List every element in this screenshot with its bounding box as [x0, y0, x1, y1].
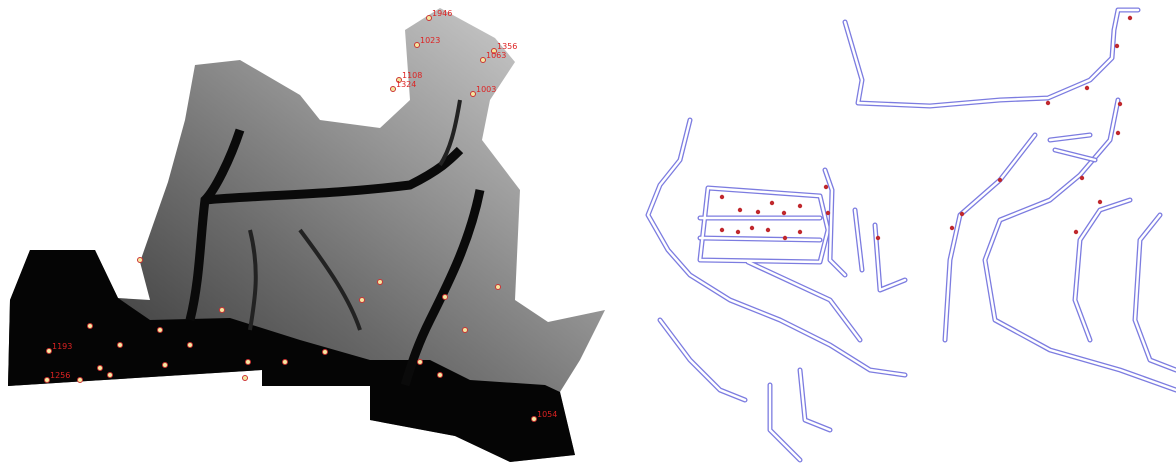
- site-dot: [750, 226, 754, 230]
- station-marker: [283, 360, 288, 365]
- site-dot: [1128, 16, 1132, 20]
- station-marker: [246, 360, 251, 365]
- station-marker: [323, 350, 328, 355]
- station-marker: [118, 343, 123, 348]
- station-marker: [158, 328, 163, 333]
- station-marker: [220, 308, 225, 313]
- station-marker: [47, 349, 52, 354]
- station-marker: [438, 373, 443, 378]
- station-marker: [243, 376, 248, 381]
- site-dot: [766, 228, 770, 232]
- station-marker: [496, 285, 501, 290]
- station-marker: [481, 58, 486, 63]
- site-dot: [720, 195, 724, 199]
- site-dot: [738, 208, 742, 212]
- station-marker: [163, 363, 168, 368]
- site-dot: [1116, 131, 1120, 135]
- route-outline: [648, 120, 905, 375]
- route-outline: [845, 10, 1138, 106]
- site-dot: [998, 178, 1002, 182]
- site-dot: [826, 211, 830, 215]
- station-marker: [471, 92, 476, 97]
- station-marker: [88, 324, 93, 329]
- vector-map: [648, 10, 1176, 460]
- site-dot: [736, 230, 740, 234]
- station-marker: [188, 343, 193, 348]
- route-outline: [845, 10, 1138, 106]
- site-dot: [824, 185, 828, 189]
- site-dot: [1080, 176, 1084, 180]
- station-label: 1256: [50, 371, 70, 380]
- route-outline: [1050, 135, 1176, 370]
- station-marker: [138, 258, 143, 263]
- dem-map: [8, 8, 605, 462]
- station-label: 1324: [396, 80, 416, 89]
- station-label: 1108: [402, 71, 422, 80]
- station-marker: [418, 360, 423, 365]
- site-dot: [756, 210, 760, 214]
- site-dot: [770, 201, 774, 205]
- station-marker: [360, 298, 365, 303]
- site-dot: [1074, 230, 1078, 234]
- site-dot: [720, 228, 724, 232]
- site-dot: [876, 236, 880, 240]
- site-dot: [950, 226, 954, 230]
- site-dot: [1115, 44, 1119, 48]
- station-marker: [108, 373, 113, 378]
- station-marker: [78, 378, 83, 383]
- route-outline: [648, 120, 905, 375]
- station-label: 1023: [420, 36, 440, 45]
- route-outline: [1050, 135, 1176, 370]
- station-marker: [463, 328, 468, 333]
- site-dot: [798, 230, 802, 234]
- site-dot: [798, 204, 802, 208]
- site-dot: [1085, 86, 1089, 90]
- station-marker: [443, 295, 448, 300]
- site-dot: [960, 212, 964, 216]
- site-dot: [783, 236, 787, 240]
- page: 1946 1023 13561063 11081324 1003 1054 1256 1193…: [0, 0, 1176, 468]
- station-label: 1356: [497, 42, 517, 51]
- station-marker: [378, 280, 383, 285]
- station-label: 1193: [52, 342, 72, 351]
- site-dot: [782, 211, 786, 215]
- site-dot: [1098, 200, 1102, 204]
- station-marker: [98, 366, 103, 371]
- station-label: 1054: [537, 410, 557, 419]
- site-dot: [1046, 101, 1050, 105]
- station-marker: [532, 417, 537, 422]
- station-marker: [427, 16, 432, 21]
- station-marker: [391, 87, 396, 92]
- map-comparison: 1946 1023 13561063 11081324 1003 1054 1256 1193: [0, 0, 1176, 468]
- site-dot: [1118, 102, 1122, 106]
- station-label: 1946: [432, 9, 452, 18]
- station-marker: [415, 43, 420, 48]
- station-label: 1003: [476, 85, 496, 94]
- station-label: 1063: [486, 51, 506, 60]
- station-marker: [45, 378, 50, 383]
